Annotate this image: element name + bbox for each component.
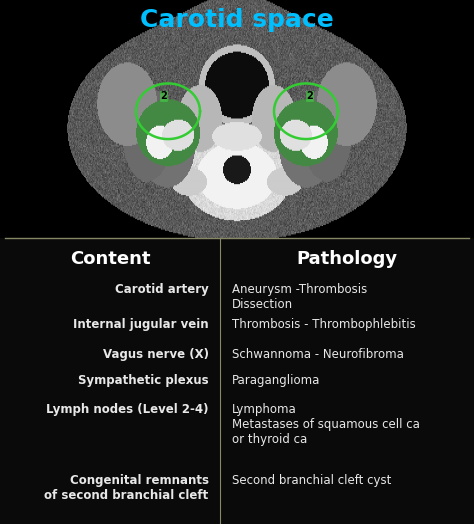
Text: Carotid artery: Carotid artery [115, 282, 209, 296]
Text: Second branchial cleft cyst: Second branchial cleft cyst [232, 474, 392, 487]
Text: Content: Content [70, 250, 150, 268]
Text: Sympathetic plexus: Sympathetic plexus [78, 374, 209, 387]
Text: Paraganglioma: Paraganglioma [232, 374, 320, 387]
Text: Internal jugular vein: Internal jugular vein [73, 319, 209, 331]
Text: Vagus nerve (X): Vagus nerve (X) [102, 348, 209, 362]
Text: Lymph nodes (Level 2-4): Lymph nodes (Level 2-4) [46, 402, 209, 416]
Text: Schwannoma - Neurofibroma: Schwannoma - Neurofibroma [232, 348, 404, 362]
Text: Carotid space: Carotid space [140, 8, 334, 32]
Text: Thrombosis - Thrombophlebitis: Thrombosis - Thrombophlebitis [232, 319, 416, 331]
Text: Aneurysm -Thrombosis
Dissection: Aneurysm -Thrombosis Dissection [232, 282, 367, 311]
Text: 2: 2 [161, 91, 167, 101]
Text: 2: 2 [307, 91, 313, 101]
Text: Congenital remnants
of second branchial cleft: Congenital remnants of second branchial … [44, 474, 209, 502]
Text: Pathology: Pathology [297, 250, 398, 268]
Text: Lymphoma
Metastases of squamous cell ca
or thyroid ca: Lymphoma Metastases of squamous cell ca … [232, 402, 420, 445]
